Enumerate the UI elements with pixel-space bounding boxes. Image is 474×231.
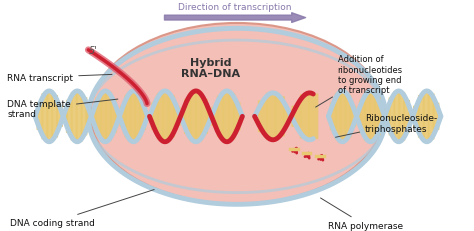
FancyBboxPatch shape [389,98,395,136]
FancyBboxPatch shape [134,94,141,140]
FancyBboxPatch shape [190,92,197,142]
FancyBboxPatch shape [105,92,112,141]
FancyBboxPatch shape [119,106,127,128]
FancyBboxPatch shape [81,98,87,136]
FancyBboxPatch shape [173,107,181,126]
Text: Ribonucleoside-
triphosphates: Ribonucleoside- triphosphates [336,114,438,138]
FancyBboxPatch shape [100,91,107,142]
FancyBboxPatch shape [359,100,366,133]
FancyBboxPatch shape [129,91,137,143]
Text: Hybrid
RNA–DNA: Hybrid RNA–DNA [181,57,240,79]
FancyBboxPatch shape [217,96,224,137]
FancyBboxPatch shape [413,106,420,128]
FancyBboxPatch shape [233,103,241,131]
FancyBboxPatch shape [184,99,191,134]
FancyBboxPatch shape [379,109,386,124]
FancyBboxPatch shape [36,103,44,131]
Text: DNA template
strand: DNA template strand [7,99,118,119]
FancyBboxPatch shape [222,91,230,143]
FancyBboxPatch shape [61,113,68,121]
FancyArrowPatch shape [164,14,306,23]
Text: DNA coding strand: DNA coding strand [10,190,154,227]
FancyBboxPatch shape [41,94,48,140]
FancyBboxPatch shape [292,106,301,128]
FancyBboxPatch shape [408,113,415,121]
FancyBboxPatch shape [383,109,391,124]
FancyBboxPatch shape [374,98,381,136]
FancyBboxPatch shape [433,103,439,131]
FancyBboxPatch shape [428,94,435,140]
FancyBboxPatch shape [201,99,208,134]
FancyBboxPatch shape [345,96,351,138]
FancyBboxPatch shape [355,113,361,121]
Text: RNA transcript: RNA transcript [7,73,112,82]
FancyBboxPatch shape [340,91,346,143]
FancyBboxPatch shape [228,94,235,140]
FancyBboxPatch shape [258,101,268,133]
Text: 5': 5' [89,46,98,56]
FancyBboxPatch shape [349,106,356,128]
FancyBboxPatch shape [398,92,405,141]
FancyBboxPatch shape [71,92,78,141]
FancyBboxPatch shape [308,94,319,140]
FancyBboxPatch shape [266,93,276,140]
FancyBboxPatch shape [95,98,102,136]
FancyBboxPatch shape [125,96,131,138]
FancyBboxPatch shape [115,113,122,121]
Text: Direction of transcription: Direction of transcription [178,3,292,12]
FancyBboxPatch shape [211,107,219,126]
FancyBboxPatch shape [206,112,213,122]
FancyBboxPatch shape [283,110,293,124]
FancyBboxPatch shape [418,96,425,138]
Ellipse shape [91,24,383,204]
FancyBboxPatch shape [76,91,82,142]
FancyBboxPatch shape [139,103,146,131]
FancyBboxPatch shape [364,92,371,141]
FancyBboxPatch shape [46,91,53,143]
FancyBboxPatch shape [335,94,342,140]
FancyBboxPatch shape [369,91,376,142]
FancyBboxPatch shape [423,91,429,143]
FancyBboxPatch shape [66,100,73,133]
FancyBboxPatch shape [330,103,337,131]
Text: Addition of
ribonucleotides
to growing end
of transcript: Addition of ribonucleotides to growing e… [316,55,403,108]
FancyBboxPatch shape [162,91,170,143]
FancyBboxPatch shape [168,96,175,137]
FancyBboxPatch shape [393,91,400,142]
FancyBboxPatch shape [51,96,58,138]
FancyBboxPatch shape [110,100,117,133]
FancyBboxPatch shape [300,95,310,139]
Text: RNA polymerase: RNA polymerase [320,198,403,230]
FancyBboxPatch shape [157,94,164,140]
FancyBboxPatch shape [274,97,285,137]
FancyBboxPatch shape [403,100,410,133]
FancyBboxPatch shape [56,106,63,128]
FancyBboxPatch shape [151,103,159,131]
FancyBboxPatch shape [91,109,97,124]
FancyBboxPatch shape [179,112,186,122]
FancyBboxPatch shape [85,109,92,124]
FancyBboxPatch shape [195,92,202,142]
